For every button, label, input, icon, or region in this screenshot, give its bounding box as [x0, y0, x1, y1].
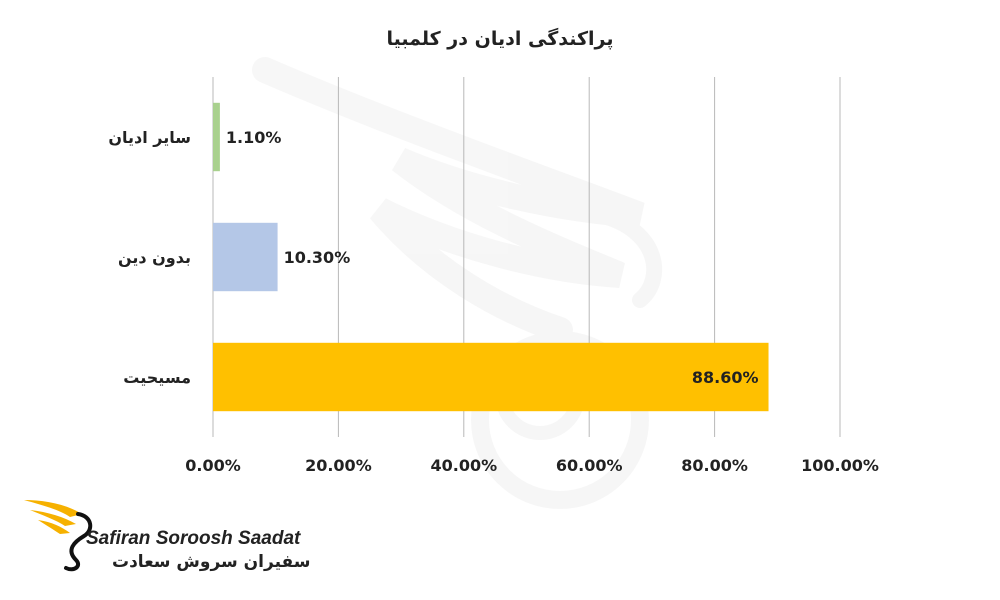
chart-title: پراکندگی ادیان در کلمبیا: [386, 28, 614, 50]
x-tick-label: 60.00%: [556, 456, 623, 475]
watermark-logo: [252, 57, 663, 509]
x-tick-label: 100.00%: [801, 456, 879, 475]
bar-layer: [213, 102, 769, 412]
data-label: 10.30%: [284, 248, 351, 267]
bar: [213, 342, 769, 412]
x-tick-label: 80.00%: [681, 456, 748, 475]
data-label: 88.60%: [692, 368, 759, 387]
category-label: سایر ادیان: [108, 128, 191, 147]
bar: [213, 222, 278, 292]
data-label: 1.10%: [226, 128, 282, 147]
category-label: بدون دین: [118, 248, 191, 267]
x-tick-label: 20.00%: [305, 456, 372, 475]
wing-logo-icon: [24, 500, 93, 572]
label-layer: 0.00% 20.00% 40.00% 60.00% 80.00% 100.00% سایر…: [108, 128, 879, 475]
category-label: مسیحیت: [123, 368, 191, 387]
bar: [213, 102, 220, 172]
x-tick-label: 40.00%: [430, 456, 497, 475]
logo-text-fa: سفیران سروش سعادت: [112, 552, 311, 572]
x-tick-label: 0.00%: [185, 456, 241, 475]
brand-logo: Safiran Soroosh Saadat سفیران سروش سعادت: [20, 490, 310, 580]
logo-text-en: Safiran Soroosh Saadat: [86, 528, 301, 549]
